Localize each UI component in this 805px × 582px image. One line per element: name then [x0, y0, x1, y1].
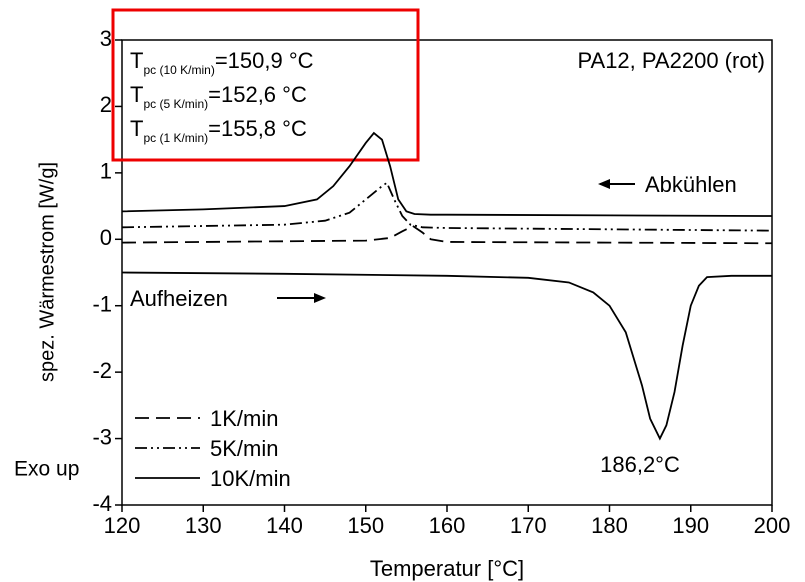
x-tick-label: 180: [591, 513, 628, 538]
y-tick-label: 2: [100, 92, 112, 117]
y-tick-label: -3: [92, 424, 112, 449]
highlight-box: [111, 8, 420, 162]
data-line: [121, 131, 773, 217]
y-tick-label: -4: [92, 491, 112, 516]
tpc-value: =152,6 °C: [208, 82, 307, 107]
legend-label: 1K/min: [210, 406, 278, 431]
tpc-symbol: T: [130, 48, 143, 73]
cooling-label: Abkühlen: [645, 172, 737, 197]
peak-label: 186,2°C: [600, 452, 680, 477]
x-tick-label: 160: [429, 513, 466, 538]
y-tick-label: 1: [100, 159, 112, 184]
y-axis-label: spez. Wärmestrom [W/g]: [36, 162, 58, 382]
y-tick-label: 0: [100, 225, 112, 250]
tpc-value: =155,8 °C: [208, 116, 307, 141]
exo-label: Exo up: [14, 458, 79, 481]
arrowhead: [314, 293, 326, 303]
x-tick-label: 170: [510, 513, 547, 538]
x-tick-label: 140: [266, 513, 303, 538]
tpc-value: =150,9 °C: [215, 48, 314, 73]
tpc-subscript: pc (10 K/min): [143, 63, 214, 77]
material-label: PA12, PA2200 (rot): [577, 48, 765, 73]
x-axis-label: Temperatur [°C]: [370, 556, 524, 581]
x-tick-label: 200: [754, 513, 791, 538]
tpc-label: Tpc (10 K/min)=150,9 °C: [130, 48, 314, 77]
y-tick-label: 3: [100, 26, 112, 51]
tpc-subscript: pc (1 K/min): [143, 131, 208, 145]
legend-label: 10K/min: [210, 466, 291, 491]
data-line: [121, 271, 772, 441]
y-tick-label: -2: [92, 358, 112, 383]
x-tick-label: 130: [185, 513, 222, 538]
legend-label: 5K/min: [210, 436, 278, 461]
x-tick-label: 150: [347, 513, 384, 538]
data-line: [121, 181, 773, 232]
y-tick-label: -1: [92, 292, 112, 317]
tpc-symbol: T: [130, 82, 143, 107]
tpc-subscript: pc (5 K/min): [143, 97, 208, 111]
x-tick-label: 120: [104, 513, 141, 538]
tpc-symbol: T: [130, 116, 143, 141]
tpc-label: Tpc (1 K/min)=155,8 °C: [130, 116, 307, 145]
data-line: [121, 224, 773, 245]
x-tick-label: 190: [672, 513, 709, 538]
heating-label: Aufheizen: [130, 286, 228, 311]
tpc-label: Tpc (5 K/min)=152,6 °C: [130, 82, 307, 111]
arrowhead: [598, 179, 610, 189]
